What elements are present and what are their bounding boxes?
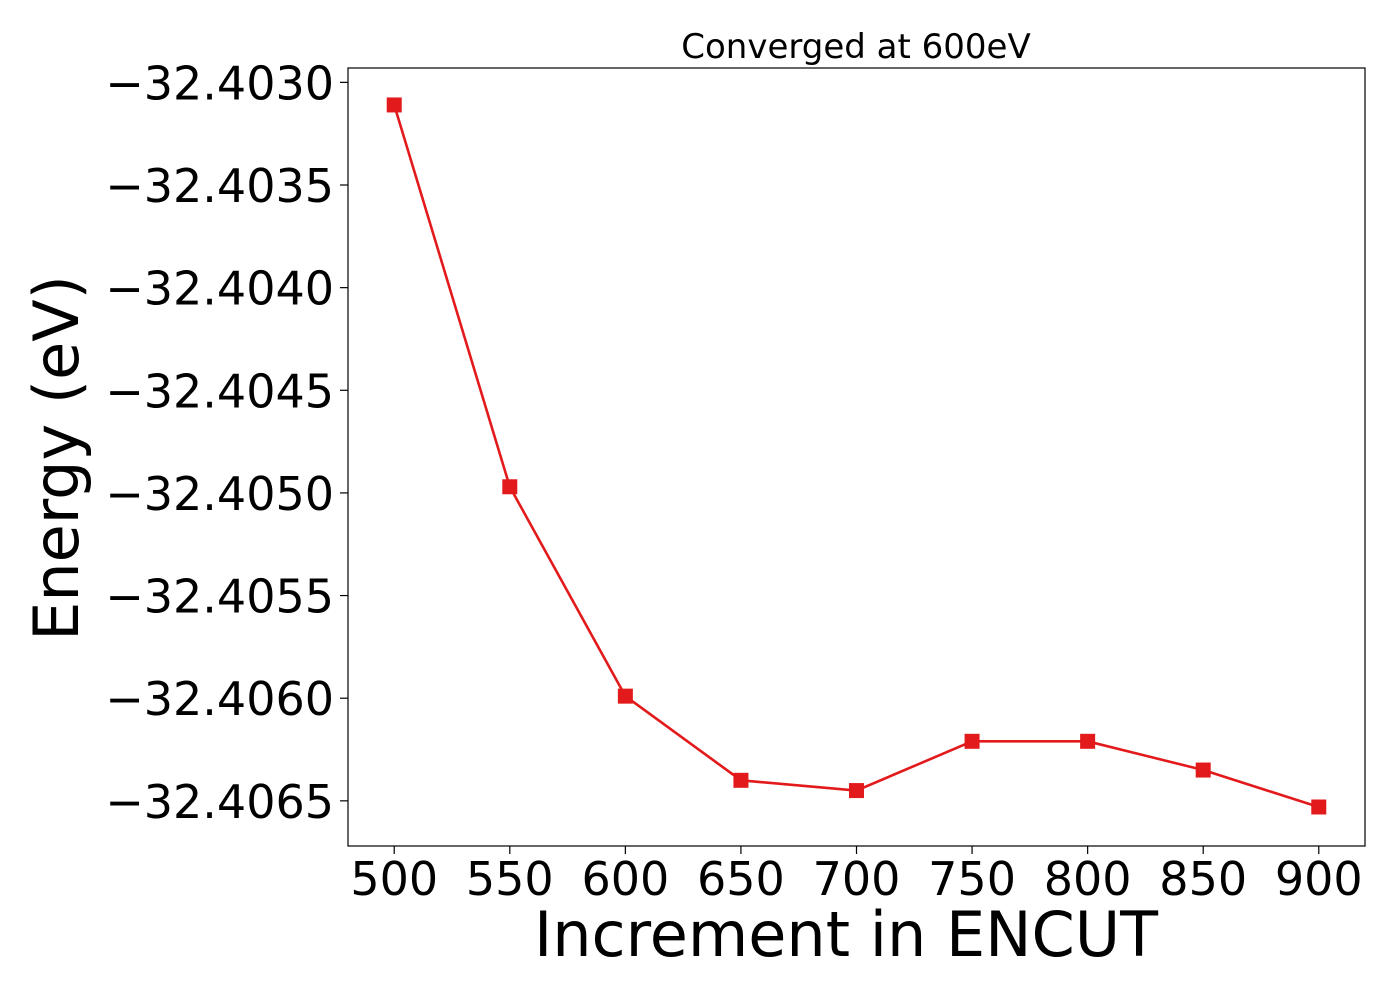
x-tick-label: 650 xyxy=(697,852,785,906)
x-axis-label: Increment in ENCUT xyxy=(534,898,1159,971)
series-line xyxy=(392,104,1320,809)
x-tick-label: 800 xyxy=(1044,852,1132,906)
plot-area: 500 550 600 650 700 750 800 850 900 −32.4030 −32.4… xyxy=(105,56,1366,906)
data-point-marker xyxy=(386,97,402,113)
data-point-marker xyxy=(1080,733,1096,749)
y-tick-label: −32.4035 xyxy=(105,159,334,213)
x-tick-label: 500 xyxy=(350,852,438,906)
chart-title: Converged at 600eV xyxy=(681,27,1030,67)
data-point-marker xyxy=(733,772,749,788)
data-point-marker xyxy=(1195,762,1211,778)
x-tick-label: 850 xyxy=(1159,852,1247,906)
y-tick-label: −32.4050 xyxy=(105,467,334,521)
data-point-marker xyxy=(964,733,980,749)
data-point-marker xyxy=(849,783,864,799)
y-tick-label: −32.4060 xyxy=(105,672,334,726)
x-tick-label: 700 xyxy=(813,852,901,906)
x-tick-label: 750 xyxy=(928,852,1016,906)
x-tick-label: 900 xyxy=(1275,852,1363,906)
x-tick-label: 550 xyxy=(466,852,554,906)
y-tick-label: −32.4045 xyxy=(105,364,334,418)
y-tick-label: −32.4040 xyxy=(105,262,334,316)
data-point-marker xyxy=(1311,799,1327,815)
x-tick-label: 600 xyxy=(581,852,669,906)
data-point-marker xyxy=(617,688,633,704)
y-axis-label: Energy (eV) xyxy=(20,275,93,641)
y-tick-label: −32.4030 xyxy=(105,56,334,110)
data-point-marker xyxy=(502,479,518,495)
y-tick-label: −32.4065 xyxy=(105,775,334,829)
y-tick-label: −32.4055 xyxy=(105,570,334,624)
